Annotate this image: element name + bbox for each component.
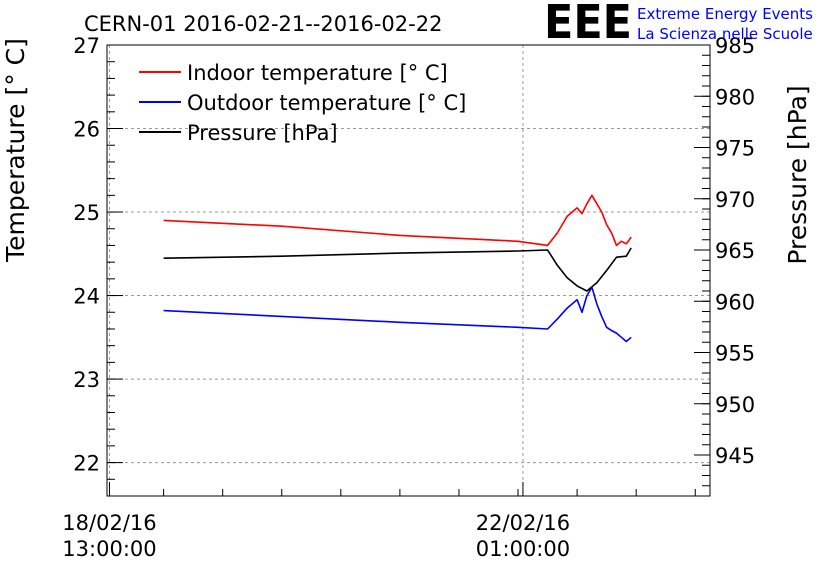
y-right-tick-label: 985	[715, 34, 755, 58]
y-left-tick-label: 26	[73, 118, 100, 142]
legend-label-pressure: Pressure [hPa]	[187, 121, 338, 145]
eee-logo: EEE Extreme Energy Events La Scienza nel…	[544, 0, 813, 49]
chart-title: CERN-01 2016-02-21--2016-02-22	[84, 12, 442, 36]
y-left-tick-label: 27	[73, 34, 100, 58]
y-left-tick-label: 24	[73, 285, 100, 309]
left-axis-ticks: 22 23 24 25 26 27	[73, 34, 123, 497]
outdoor-temperature-line	[163, 286, 632, 343]
pressure-line	[163, 247, 632, 292]
series-lines	[163, 194, 632, 343]
right-axis-ticks: 945 950 955 960 965 970 975 980 985	[694, 34, 755, 497]
eee-logo-letters: EEE	[544, 0, 632, 49]
x-tick-label-time: 01:00:00	[476, 537, 570, 561]
legend: Indoor temperature [° C] Outdoor tempera…	[139, 61, 466, 145]
y-right-tick-label: 965	[715, 239, 755, 263]
y-right-tick-label: 970	[715, 188, 755, 212]
legend-label-indoor: Indoor temperature [° C]	[187, 61, 448, 85]
y-right-tick-label: 945	[715, 444, 755, 468]
y-left-tick-label: 22	[73, 452, 100, 476]
y-right-tick-label: 950	[715, 393, 755, 417]
y-left-tick-label: 23	[73, 368, 100, 392]
y-right-tick-label: 980	[715, 85, 755, 109]
x-tick-label-date: 18/02/16	[62, 511, 156, 535]
y-right-tick-label: 955	[715, 342, 755, 366]
y-axis-right-title: Pressure [hPa]	[783, 85, 812, 264]
logo-line-1: Extreme Energy Events	[637, 5, 813, 23]
indoor-temperature-line	[163, 194, 632, 247]
x-tick-label-date: 22/02/16	[476, 511, 570, 535]
y-left-tick-label: 25	[73, 201, 100, 225]
legend-label-outdoor: Outdoor temperature [° C]	[187, 91, 466, 115]
y-right-tick-label: 975	[715, 137, 755, 161]
y-right-tick-label: 960	[715, 290, 755, 314]
x-tick-label-time: 13:00:00	[62, 537, 156, 561]
y-axis-left-title: Temperature [° C]	[1, 38, 30, 263]
logo-line-2: La Scienza nelle Scuole	[637, 25, 813, 43]
